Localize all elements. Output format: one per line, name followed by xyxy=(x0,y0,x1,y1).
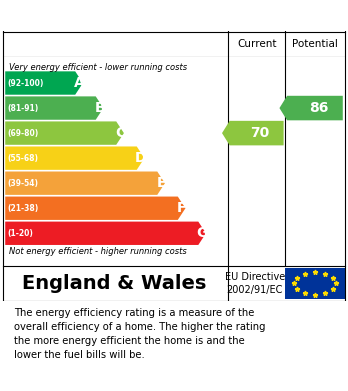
Text: Energy Efficiency Rating: Energy Efficiency Rating xyxy=(60,7,288,25)
Text: (92-100): (92-100) xyxy=(8,79,44,88)
Polygon shape xyxy=(222,121,284,145)
Text: (1-20): (1-20) xyxy=(8,229,33,238)
FancyBboxPatch shape xyxy=(285,267,345,300)
Text: G: G xyxy=(197,226,208,240)
Text: (21-38): (21-38) xyxy=(8,204,39,213)
Text: Very energy efficient - lower running costs: Very energy efficient - lower running co… xyxy=(9,63,187,72)
Text: C: C xyxy=(115,126,125,140)
Text: A: A xyxy=(74,76,85,90)
Polygon shape xyxy=(5,222,206,245)
Polygon shape xyxy=(279,96,343,120)
Polygon shape xyxy=(5,96,103,120)
Text: Potential: Potential xyxy=(292,39,338,49)
Text: (69-80): (69-80) xyxy=(8,129,39,138)
Text: (55-68): (55-68) xyxy=(8,154,39,163)
Text: England & Wales: England & Wales xyxy=(22,274,206,293)
Text: F: F xyxy=(177,201,187,215)
Text: D: D xyxy=(135,151,147,165)
Text: (39-54): (39-54) xyxy=(8,179,39,188)
Text: The energy efficiency rating is a measure of the
overall efficiency of a home. T: The energy efficiency rating is a measur… xyxy=(14,308,266,360)
Text: (81-91): (81-91) xyxy=(8,104,39,113)
Polygon shape xyxy=(5,172,165,195)
Polygon shape xyxy=(5,197,185,220)
Polygon shape xyxy=(5,147,144,170)
Polygon shape xyxy=(5,122,124,145)
Text: Current: Current xyxy=(237,39,276,49)
Text: Not energy efficient - higher running costs: Not energy efficient - higher running co… xyxy=(9,247,187,256)
Text: 70: 70 xyxy=(251,126,270,140)
Text: B: B xyxy=(94,101,105,115)
Polygon shape xyxy=(5,71,83,95)
Text: E: E xyxy=(156,176,166,190)
Text: EU Directive
2002/91/EC: EU Directive 2002/91/EC xyxy=(225,272,285,295)
Text: 86: 86 xyxy=(309,101,328,115)
